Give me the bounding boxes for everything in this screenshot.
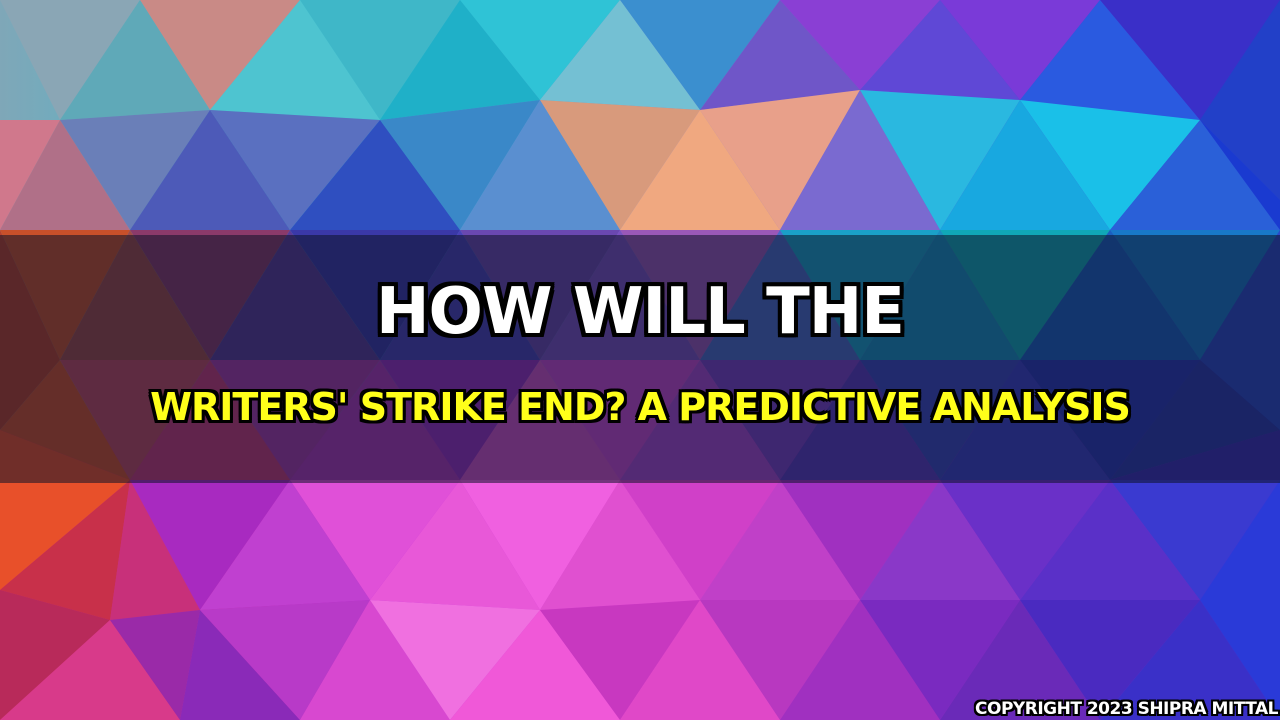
title-band: [0, 235, 1280, 483]
headline-line-1: HOW WILL THE: [375, 275, 905, 349]
headline-line-2: WRITERS' STRIKE END? A PREDICTIVE ANALYS…: [150, 385, 1131, 429]
copyright-notice: COPYRIGHT 2023 SHIPRA MITTAL: [975, 699, 1278, 719]
